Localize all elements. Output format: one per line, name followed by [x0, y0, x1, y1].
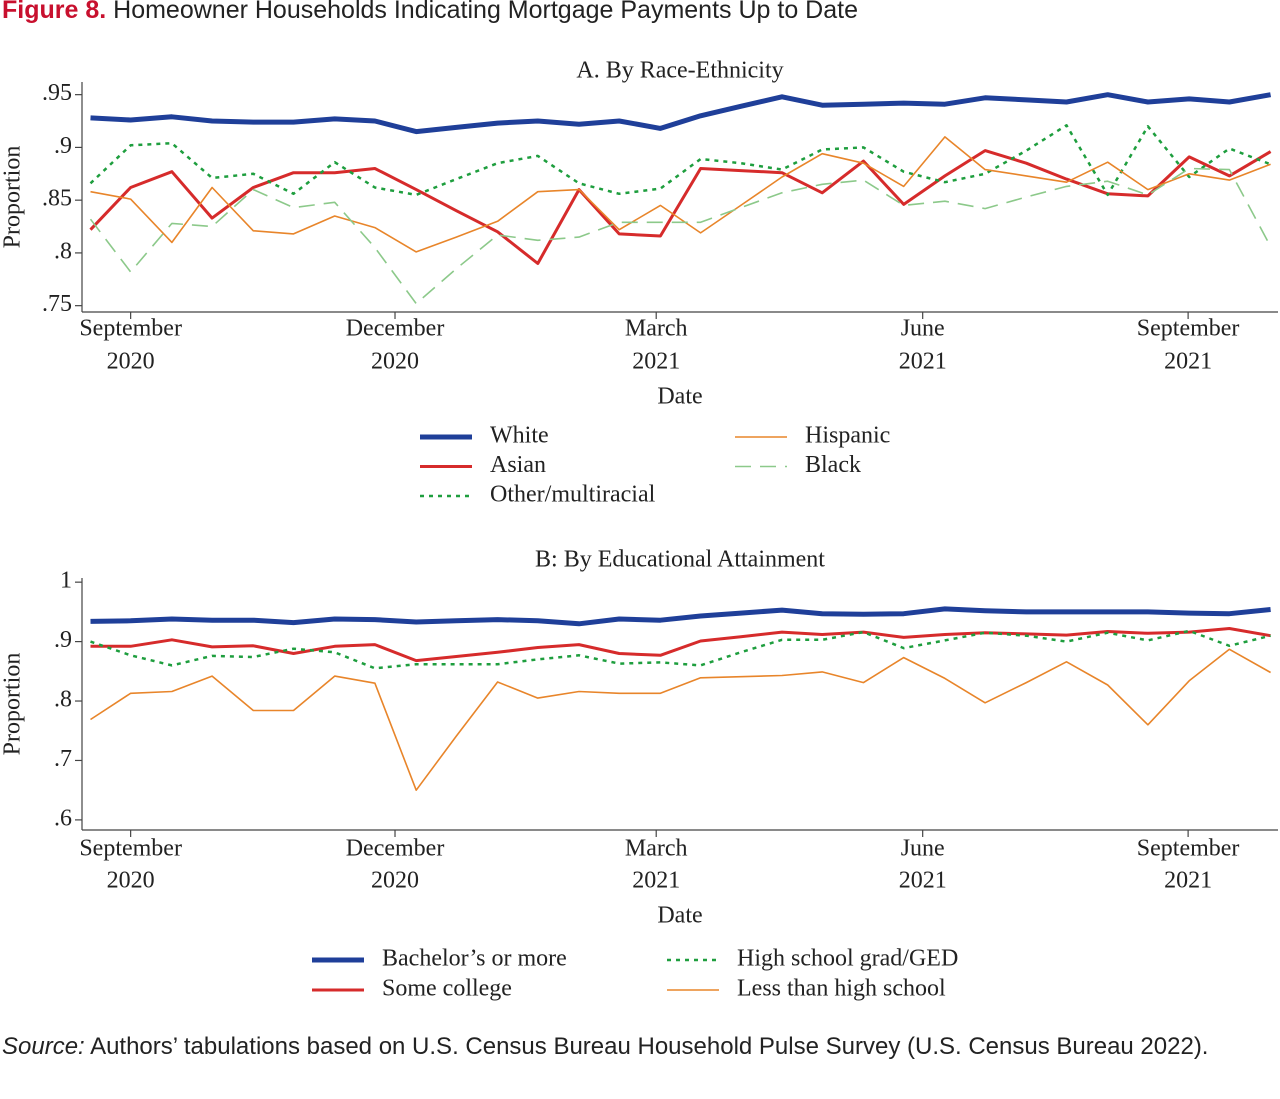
legend-label: Other/multiracial	[490, 482, 656, 508]
y-axis-label: Proportion	[0, 653, 26, 756]
x-axis-label: Date	[657, 903, 702, 929]
legend-label: Less than high school	[737, 976, 946, 1002]
legend-label: Some college	[382, 976, 512, 1002]
y-tick-label: .75	[42, 291, 72, 317]
x-tick-label: 2020	[371, 349, 419, 375]
series-line	[89, 167, 1272, 305]
y-tick-label: 1	[60, 568, 72, 594]
series-line	[90, 629, 1271, 670]
legend-label: Asian	[490, 452, 546, 478]
x-tick-label: December	[346, 316, 445, 342]
chart-title: B: By Educational Attainment	[535, 547, 825, 573]
source-note: Source: Authors’ tabulations based on U.…	[2, 1028, 1264, 1065]
y-tick-label: .9	[54, 627, 72, 653]
series-line	[90, 92, 1272, 135]
x-tick-label: 2020	[107, 349, 155, 375]
x-tick-label: 2021	[1164, 349, 1212, 375]
y-tick-label: .85	[42, 186, 72, 212]
x-tick-label: 2021	[632, 349, 680, 375]
x-tick-label: 2020	[107, 868, 155, 894]
x-tick-label: 2021	[1164, 868, 1212, 894]
y-tick-label: .9	[54, 133, 72, 159]
series-line	[90, 648, 1271, 791]
legend-label: High school grad/GED	[737, 946, 958, 972]
x-tick-label: 2021	[899, 868, 947, 894]
series-line	[90, 606, 1271, 627]
x-axis-label: Date	[657, 384, 702, 410]
y-tick-label: .8	[54, 238, 72, 264]
y-tick-label: .8	[54, 687, 72, 713]
series-line	[90, 627, 1271, 663]
x-tick-label: June	[901, 836, 945, 862]
y-tick-label: .7	[54, 746, 72, 772]
chart-title: A. By Race-Ethnicity	[576, 58, 783, 84]
y-axis-label: Proportion	[0, 146, 26, 249]
charts: A. By Race-Ethnicity .75 .8 .85 .9 .95 Septemb…	[0, 58, 1278, 1002]
x-tick-label: December	[346, 836, 445, 862]
series-line	[90, 136, 1271, 253]
series-line	[89, 124, 1272, 197]
x-tick-label: 2020	[371, 868, 419, 894]
x-tick-label: March	[625, 316, 688, 342]
x-tick-label: September	[1137, 836, 1240, 862]
x-tick-label: 2021	[899, 349, 947, 375]
x-tick-label: 2021	[632, 868, 680, 894]
source-text: Authors’ tabulations based on U.S. Censu…	[90, 1033, 1209, 1060]
source-label: Source:	[2, 1033, 85, 1060]
series-line	[89, 149, 1272, 265]
x-tick-label: June	[901, 316, 945, 342]
legend-label: Bachelor’s or more	[382, 946, 567, 972]
x-tick-label: September	[79, 316, 182, 342]
figure-title: Figure 8. Homeowner Households Indicatin…	[2, 0, 858, 25]
figure-title-text: Homeowner Households Indicating Mortgage…	[113, 0, 858, 24]
x-tick-label: September	[1137, 316, 1240, 342]
y-tick-label: .95	[42, 80, 72, 106]
x-tick-label: March	[625, 836, 688, 862]
x-tick-label: September	[79, 836, 182, 862]
legend-label: Hispanic	[805, 423, 890, 449]
legend-label: Black	[805, 452, 861, 478]
figure-label: Figure 8.	[2, 0, 107, 24]
legend-label: White	[490, 423, 549, 449]
y-tick-label: .6	[54, 805, 72, 831]
